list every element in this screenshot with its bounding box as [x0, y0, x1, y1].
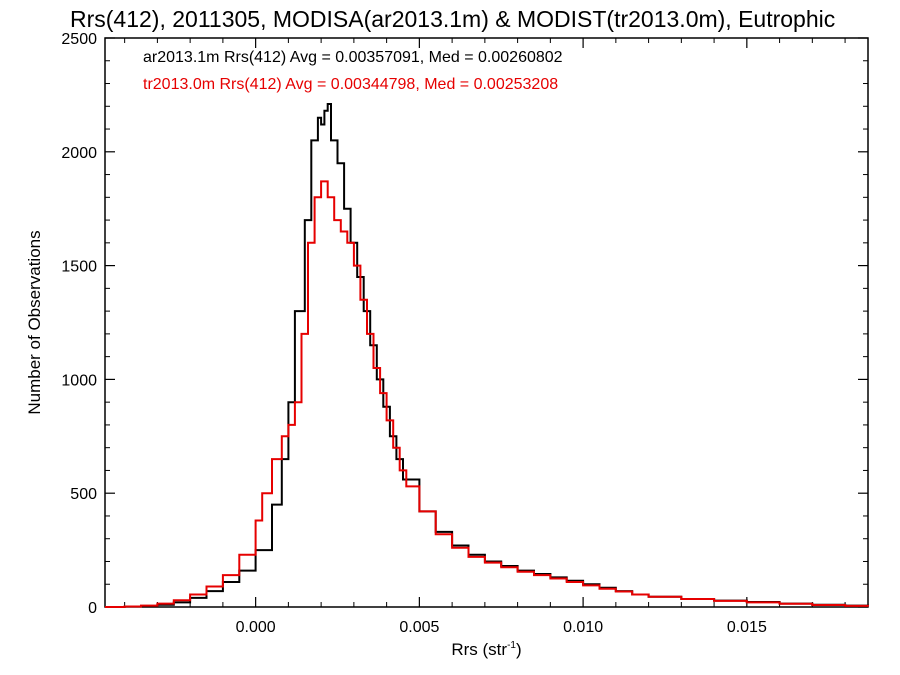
- series-line-0: [105, 103, 869, 608]
- y-tick-label: 2500: [61, 31, 97, 48]
- y-tick-label: 1000: [61, 372, 97, 389]
- x-tick-label: 0.005: [399, 619, 439, 636]
- x-axis-label-end: ): [516, 640, 522, 659]
- legend-entry-1: tr2013.0m Rrs(412) Avg = 0.00344798, Med…: [143, 76, 558, 93]
- y-tick-label: 2000: [61, 145, 97, 162]
- plot-frame: [104, 37, 869, 608]
- series-line-1: [105, 180, 869, 608]
- x-axis-label-superscript: -1: [507, 640, 516, 651]
- legend-entry-0: ar2013.1m Rrs(412) Avg = 0.00357091, Med…: [143, 49, 563, 66]
- y-axis-label: Number of Observations: [25, 230, 44, 414]
- chart-title: Rrs(412), 2011305, MODISA(ar2013.1m) & M…: [70, 6, 835, 32]
- x-tick-label: 0.000: [236, 619, 276, 636]
- x-axis-label-text: Rrs (str: [451, 640, 507, 659]
- y-tick-label: 0: [88, 600, 97, 617]
- y-tick-label: 1500: [61, 259, 97, 276]
- legend: ar2013.1m Rrs(412) Avg = 0.00357091, Med…: [143, 49, 563, 93]
- x-axis-label: Rrs (str-1): [451, 640, 521, 659]
- axis-ticks: 0.000 0.005 0.010 0.015 0 500 1000 1500 2000 2500: [61, 31, 868, 636]
- series-group: [105, 103, 869, 608]
- x-tick-label: 0.015: [727, 619, 767, 636]
- y-tick-label: 500: [70, 486, 97, 503]
- x-tick-label: 0.010: [563, 619, 603, 636]
